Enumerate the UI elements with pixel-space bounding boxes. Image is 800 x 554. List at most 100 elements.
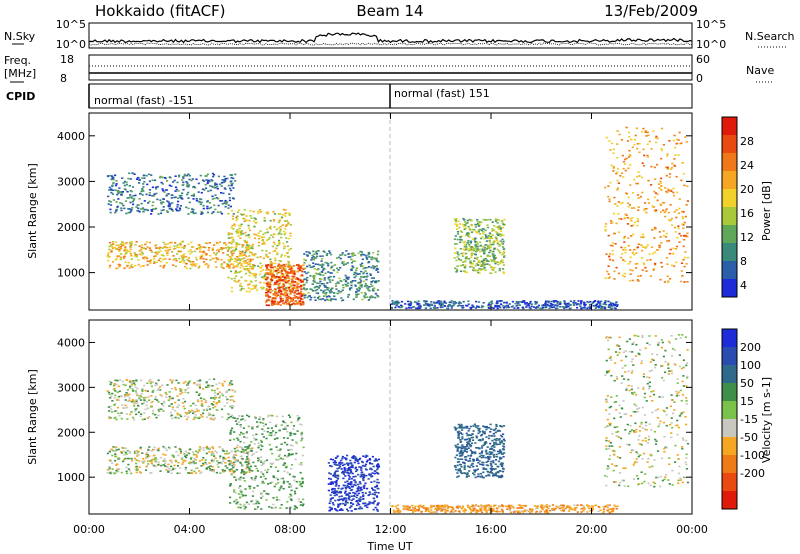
power-cell-1	[222, 267, 225, 269]
velocity-cell-3	[357, 507, 361, 510]
velocity-cell-1	[111, 462, 114, 464]
power-cell-5	[470, 246, 473, 248]
power-cell-4	[324, 299, 327, 302]
velocity-cell-1	[205, 467, 208, 469]
power-cell-7	[641, 162, 644, 164]
power-cell-3	[302, 302, 305, 305]
power-cell-4	[372, 277, 375, 279]
power-cell-4	[335, 288, 338, 290]
power-cell-6	[454, 302, 457, 304]
power-cell-7	[658, 187, 661, 189]
power-cell-1	[119, 243, 122, 245]
power-cell-1	[145, 256, 148, 259]
velocity-cell-2	[233, 500, 236, 503]
power-cell-0	[211, 180, 214, 182]
power-cell-7	[636, 218, 639, 220]
velocity-cell-1	[251, 470, 254, 472]
velocity-cell-3	[364, 465, 367, 467]
power-cell-5	[460, 252, 463, 255]
velocity-cell-0	[130, 383, 134, 386]
velocity-cell-3	[357, 489, 360, 492]
velocity-cell-1	[108, 465, 111, 468]
power-cell-5	[488, 251, 491, 254]
power-cell-5	[464, 260, 467, 262]
power-cell-1	[119, 258, 122, 261]
power-cell-5	[470, 240, 473, 243]
velocity-cell-2	[262, 425, 265, 427]
power-cell-3	[283, 276, 286, 279]
power-cell-2	[247, 234, 250, 236]
power-cell-2	[285, 220, 288, 222]
velocity-cell-1	[230, 450, 233, 453]
power-cell-1	[204, 263, 207, 266]
power-cell-4	[358, 273, 361, 275]
power-cell-0	[174, 190, 177, 192]
power-cell-1	[108, 255, 111, 258]
power-cell-0	[112, 199, 115, 201]
power-cell-4	[306, 255, 309, 257]
velocity-cell-0	[184, 389, 187, 391]
power-cell-2	[230, 263, 233, 265]
power-cell-4	[304, 267, 307, 270]
velocity-cell-0	[139, 399, 143, 401]
velocity-cell-3	[348, 487, 351, 489]
power-cell-2	[235, 271, 238, 274]
power-cell-7	[633, 207, 636, 209]
velocity-cell-0	[111, 411, 114, 413]
power-cell-4	[313, 275, 316, 277]
velocity-cell-2	[228, 461, 232, 464]
power-cell-0	[130, 190, 133, 193]
power-cell-7	[629, 164, 632, 166]
power-cell-7	[636, 220, 639, 223]
velocity-cell-3	[347, 497, 350, 499]
velocity-cell-2	[259, 460, 263, 462]
velocity-cell-2	[292, 425, 296, 427]
velocity-cell-1	[114, 455, 117, 458]
velocity-cell-2	[258, 458, 261, 461]
power-cell-4	[357, 293, 360, 295]
power-cell-0	[109, 204, 113, 206]
velocity-cell-1	[222, 456, 225, 459]
power-cell-3	[295, 281, 298, 284]
power-cell-1	[252, 264, 255, 266]
velocity-cell-2	[293, 490, 296, 493]
velocity-cell-1	[135, 471, 138, 474]
power-cell-5	[467, 240, 470, 242]
velocity-cell-2	[300, 439, 303, 442]
power-cell-3	[284, 294, 287, 297]
velocity-cell-0	[179, 390, 182, 392]
velocity-cell-0	[146, 407, 149, 410]
power-cell-2	[230, 286, 233, 289]
velocity-cell-1	[144, 469, 148, 471]
power-cell-4	[371, 285, 374, 287]
power-cell-1	[174, 257, 177, 260]
power-cell-1	[143, 256, 146, 258]
power-cell-1	[154, 255, 157, 257]
power-cell-5	[488, 241, 492, 244]
power-cell-6	[396, 303, 399, 305]
power-cell-0	[212, 186, 215, 189]
velocity-cell-0	[180, 389, 183, 391]
power-cell-5	[474, 237, 477, 240]
velocity-cell-2	[283, 454, 287, 457]
power-cell-4	[313, 286, 316, 289]
power-cell-7	[684, 215, 687, 218]
velocity-cell-1	[130, 472, 133, 475]
velocity-cell-0	[144, 408, 147, 411]
power-cell-4	[350, 269, 353, 272]
power-cell-5	[482, 261, 485, 264]
power-cell-1	[174, 247, 177, 250]
velocity-cell-2	[279, 487, 282, 489]
velocity-cell-0	[202, 388, 205, 390]
power-cell-0	[126, 190, 129, 193]
power-cell-3	[294, 290, 297, 292]
velocity-cell-0	[141, 388, 144, 390]
power-cell-3	[302, 284, 305, 287]
power-cell-4	[311, 257, 314, 259]
power-cell-4	[352, 260, 355, 263]
power-cell-1	[154, 245, 157, 247]
power-cell-5	[476, 247, 479, 250]
velocity-cell-3	[341, 470, 345, 473]
power-cell-3	[292, 277, 295, 280]
power-cell-5	[503, 256, 506, 258]
